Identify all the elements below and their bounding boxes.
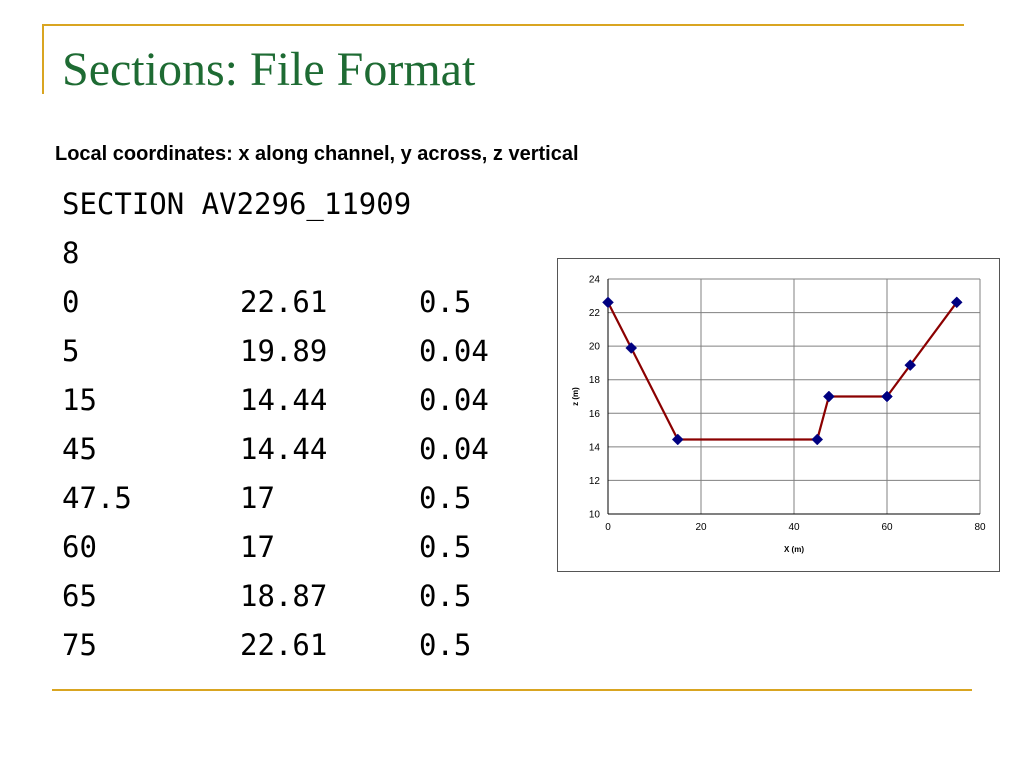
point-row: 75 22.61 0.5 [62, 621, 489, 670]
row-z-value: 14.44 [240, 383, 328, 417]
section-header-line: SECTION AV2296_11909 [62, 187, 412, 221]
point-count-line: 8 [62, 236, 80, 270]
point-row: 65 18.87 0.5 [62, 572, 489, 621]
bottom-rule [52, 689, 972, 691]
y-tick-label: 22 [589, 308, 601, 319]
row-x-value: 47.5 [62, 481, 132, 515]
point-rows: 0 22.61 0.5 5 19.89 0.04 15 14.44 0.04 45 14.44 0.0… [62, 278, 489, 670]
y-axis-label: z (m) [571, 387, 580, 406]
row-z-value: 17 [240, 530, 275, 564]
y-tick-label: 10 [589, 510, 601, 521]
row-x-value: 15 [62, 383, 97, 417]
y-tick-label: 18 [589, 375, 601, 386]
x-tick-label: 60 [881, 522, 893, 533]
point-row: 60 17 0.5 [62, 523, 489, 572]
x-tick-label: 40 [788, 522, 800, 533]
data-point-marker [811, 433, 824, 446]
x-axis-label: X (m) [784, 545, 804, 554]
row-z-value: 18.87 [240, 579, 328, 613]
row-roughness-value: 0.5 [419, 530, 472, 564]
point-row: 47.5 17 0.5 [62, 474, 489, 523]
row-x-value: 0 [62, 285, 80, 319]
data-point-marker [950, 296, 963, 309]
row-x-value: 75 [62, 628, 97, 662]
file-listing: SECTION AV2296_11909 8 0 22.61 0.5 5 19.89 0.… [62, 180, 489, 670]
point-row: 45 14.44 0.04 [62, 425, 489, 474]
row-z-value: 14.44 [240, 432, 328, 466]
x-tick-label: 80 [974, 522, 986, 533]
y-tick-label: 20 [589, 342, 601, 353]
chart-svg: 10 12 14 16 18 20 22 24 0 20 40 60 80 X (m) z (m) [571, 275, 986, 555]
data-point-marker [602, 296, 614, 309]
row-z-value: 22.61 [240, 285, 328, 319]
top-rule [42, 24, 964, 26]
x-tick-label: 20 [695, 522, 707, 533]
data-point-marker [671, 433, 684, 446]
data-point-marker [625, 342, 638, 354]
row-x-value: 60 [62, 530, 97, 564]
slide-title: Sections: File Format [62, 43, 476, 96]
row-z-value: 19.89 [240, 334, 328, 368]
point-row: 5 19.89 0.04 [62, 327, 489, 376]
row-z-value: 17 [240, 481, 275, 515]
row-roughness-value: 0.04 [419, 432, 489, 466]
row-x-value: 5 [62, 334, 80, 368]
row-roughness-value: 0.5 [419, 628, 472, 662]
x-tick-label: 0 [605, 522, 611, 533]
row-roughness-value: 0.5 [419, 579, 472, 613]
data-point-marker [904, 359, 917, 371]
y-tick-label: 16 [589, 409, 601, 420]
y-tick-label: 12 [589, 476, 601, 487]
row-roughness-value: 0.5 [419, 285, 472, 319]
y-tick-label: 24 [589, 275, 601, 286]
row-x-value: 45 [62, 432, 97, 466]
row-roughness-value: 0.04 [419, 383, 489, 417]
point-row: 0 22.61 0.5 [62, 278, 489, 327]
row-roughness-value: 0.04 [419, 334, 489, 368]
y-tick-label: 14 [589, 442, 601, 453]
cross-section-chart: 10 12 14 16 18 20 22 24 0 20 40 60 80 X (m) z (m) [557, 258, 1000, 572]
row-z-value: 22.61 [240, 628, 328, 662]
data-point-marker [881, 390, 893, 403]
row-roughness-value: 0.5 [419, 481, 472, 515]
series-line [607, 301, 958, 441]
point-row: 15 14.44 0.04 [62, 376, 489, 425]
row-x-value: 65 [62, 579, 97, 613]
left-rule [42, 24, 44, 94]
slide-subtitle: Local coordinates: x along channel, y ac… [55, 143, 579, 165]
data-point-marker [823, 390, 835, 403]
